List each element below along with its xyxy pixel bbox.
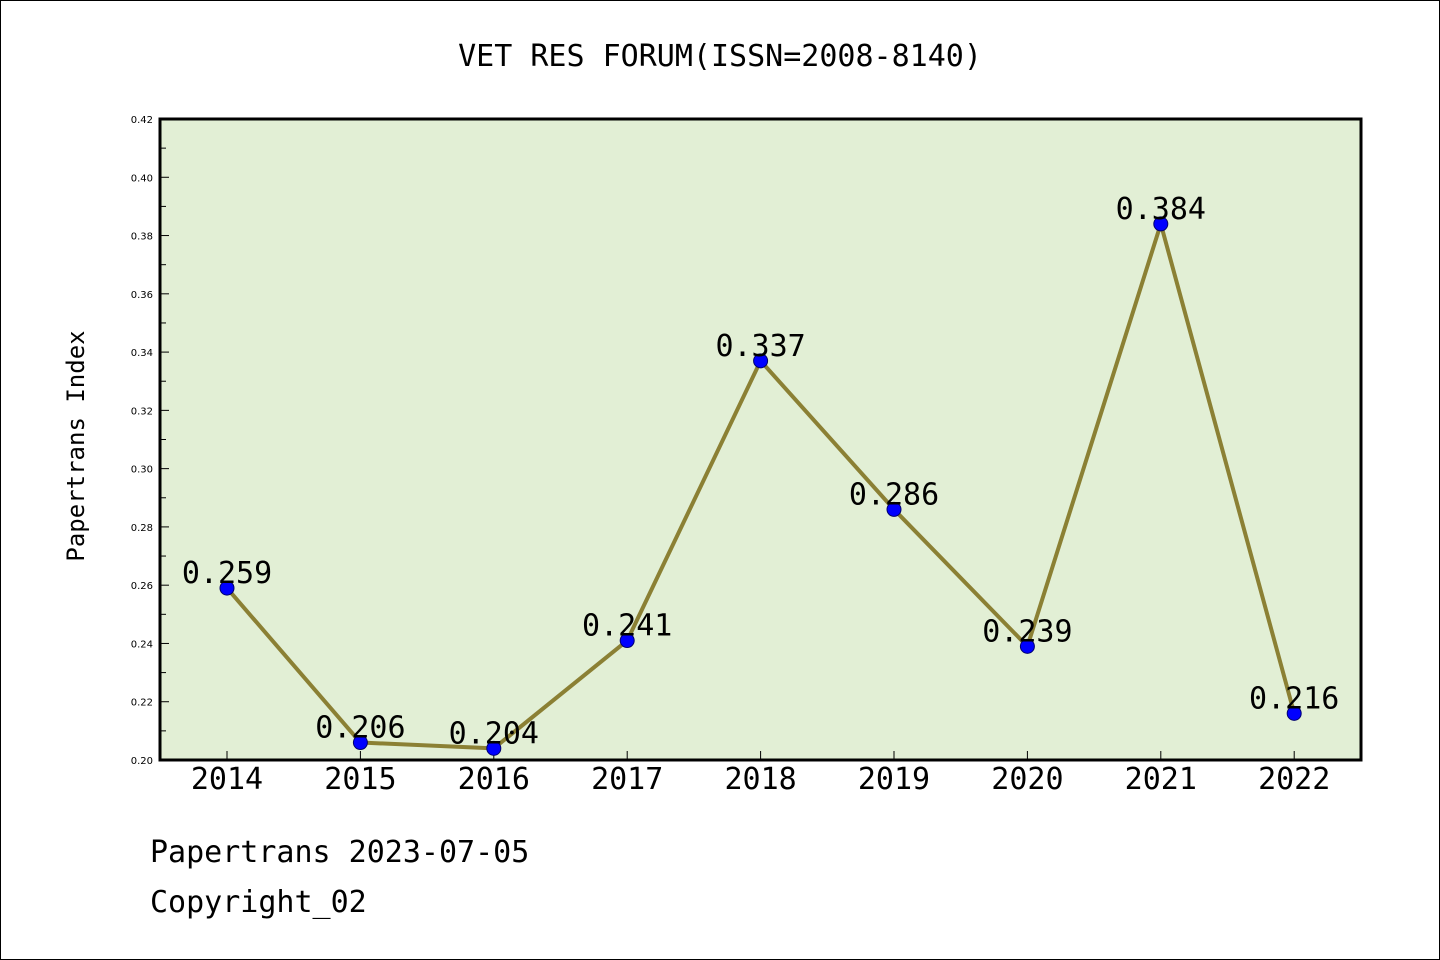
data-label: 0.204 xyxy=(449,716,539,751)
x-tick-label: 2021 xyxy=(1125,762,1197,797)
data-label: 0.286 xyxy=(849,477,939,512)
data-label: 0.337 xyxy=(715,329,805,364)
y-tick-label: 0.34 xyxy=(131,348,153,359)
copyright-note: Copyright_02 xyxy=(150,885,367,920)
x-tick-label: 2015 xyxy=(324,762,396,797)
data-point xyxy=(486,740,502,756)
x-tick-label: 2014 xyxy=(191,762,263,797)
marker-group xyxy=(219,216,1302,756)
y-tick-label: 0.32 xyxy=(131,406,153,417)
y-tick-label: 0.30 xyxy=(131,465,153,476)
y-tick-label: 0.42 xyxy=(131,115,153,126)
data-label: 0.384 xyxy=(1116,192,1206,227)
data-label: 0.239 xyxy=(982,614,1072,649)
source-note: Papertrans 2023-07-05 xyxy=(150,835,530,870)
y-tick-label: 0.24 xyxy=(131,639,153,650)
data-point xyxy=(219,580,235,596)
chart-title: VET RES FORUM(ISSN=2008-8140) xyxy=(458,39,982,74)
y-tick-label: 0.20 xyxy=(131,756,153,767)
y-tick-label: 0.36 xyxy=(131,290,153,301)
x-tick-label: 2020 xyxy=(991,762,1063,797)
data-label: 0.206 xyxy=(315,711,405,746)
data-point xyxy=(1019,638,1035,654)
data-point xyxy=(1153,216,1169,232)
data-point xyxy=(753,353,769,369)
x-tick-label: 2018 xyxy=(724,762,796,797)
x-axis-ticks: 2014 2015 2016 2017 2018 2019 2020 2021 2022 xyxy=(191,751,1330,797)
x-tick-label: 2022 xyxy=(1258,762,1330,797)
data-label: 0.259 xyxy=(182,556,272,591)
data-point xyxy=(352,735,368,751)
data-point xyxy=(619,633,635,649)
data-label: 0.241 xyxy=(582,609,672,644)
y-axis-label: Papertrans Index xyxy=(62,330,90,561)
y-tick-label: 0.38 xyxy=(131,232,153,243)
y-tick-label: 0.40 xyxy=(131,173,153,184)
y-tick-label: 0.22 xyxy=(131,698,153,709)
y-axis-ticks: 0.20 0.22 0.24 0.26 0.28 0.30 0.32 0.34 0.36 0.38… xyxy=(131,115,169,767)
x-tick-label: 2016 xyxy=(458,762,530,797)
y-tick-label: 0.28 xyxy=(131,523,153,534)
data-point xyxy=(886,501,902,517)
data-label: 0.216 xyxy=(1249,681,1339,716)
x-tick-label: 2019 xyxy=(858,762,930,797)
data-point xyxy=(1286,705,1302,721)
x-tick-label: 2017 xyxy=(591,762,663,797)
y-tick-label: 0.26 xyxy=(131,581,153,592)
data-label-group: 0.259 0.206 0.204 0.241 0.337 0.286 0.239 0.384… xyxy=(182,192,1340,751)
